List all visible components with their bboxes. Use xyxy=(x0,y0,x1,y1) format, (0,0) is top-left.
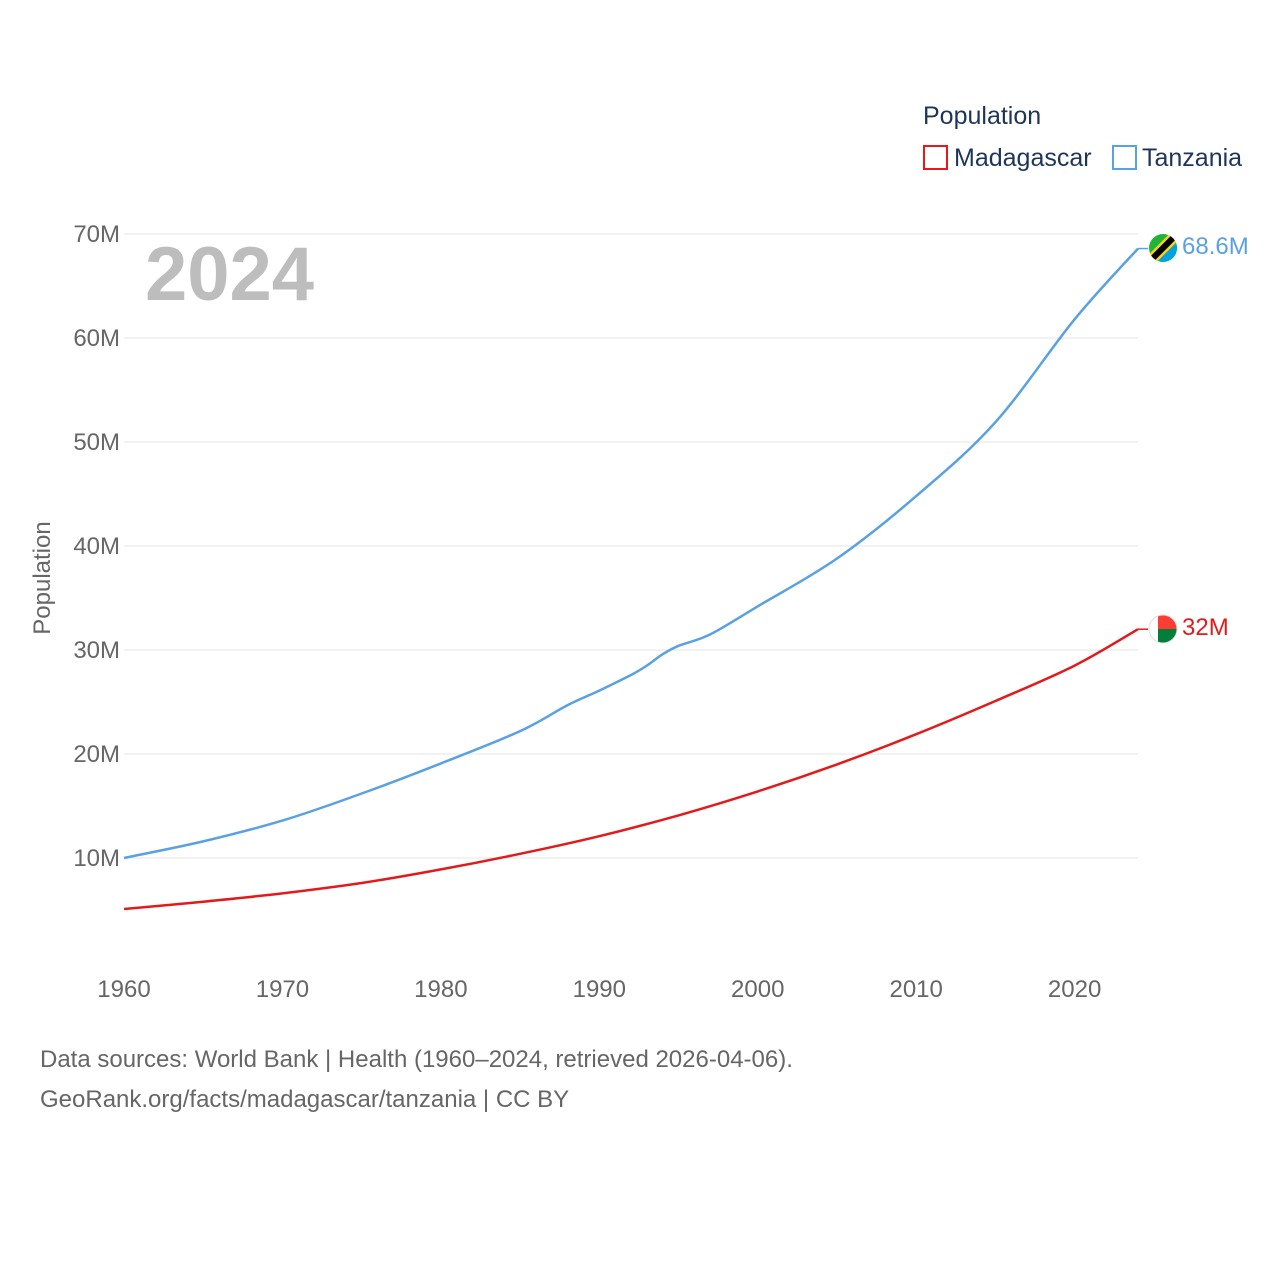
legend-item-madagascar[interactable]: Madagascar xyxy=(923,144,1092,172)
series-line-madagascar[interactable] xyxy=(123,628,1139,911)
grid-lines xyxy=(124,233,1138,859)
y-axis-ticks: 10M 20M 30M 40M 50M 60M 70M xyxy=(73,221,120,872)
legend-swatch-madagascar xyxy=(923,145,948,170)
legend-label-tanzania: Tanzania xyxy=(1142,144,1242,172)
tanzania-flag-icon xyxy=(1149,234,1177,262)
legend-swatch-tanzania xyxy=(1112,145,1137,170)
x-tick-label: 2010 xyxy=(889,976,942,1003)
y-tick-label: 40M xyxy=(73,533,120,560)
y-tick-label: 50M xyxy=(73,429,120,456)
series-line-tanzania[interactable] xyxy=(123,247,1139,860)
y-tick-label: 20M xyxy=(73,741,120,768)
end-label-tanzania: 68.6M xyxy=(1182,233,1249,260)
source-note: Data sources: World Bank | Health (1960–… xyxy=(40,1040,793,1120)
madagascar-flag-outline xyxy=(1148,614,1178,644)
x-tick-label: 2000 xyxy=(731,976,784,1003)
x-tick-label: 1970 xyxy=(256,976,309,1003)
x-tick-label: 1990 xyxy=(573,976,626,1003)
y-tick-label: 10M xyxy=(73,845,120,872)
source-line-1: Data sources: World Bank | Health (1960–… xyxy=(40,1046,793,1073)
x-tick-label: 1960 xyxy=(97,976,150,1003)
series-lines xyxy=(123,247,1148,911)
legend-label-madagascar: Madagascar xyxy=(954,144,1092,172)
source-line-2[interactable]: GeoRank.org/facts/madagascar/tanzania | … xyxy=(40,1086,570,1113)
end-label-madagascar: 32M xyxy=(1182,614,1229,641)
legend-title: Population xyxy=(923,102,1041,130)
y-tick-label: 60M xyxy=(73,325,120,352)
current-year-watermark: 2024 xyxy=(145,232,314,317)
legend-item-tanzania[interactable]: Tanzania xyxy=(1112,144,1242,172)
x-axis-ticks: 1960 1970 1980 1990 2000 2010 2020 xyxy=(97,976,1101,1003)
y-tick-label: 70M xyxy=(73,221,120,248)
y-tick-label: 30M xyxy=(73,637,120,664)
y-axis-title: Population xyxy=(29,521,56,634)
x-tick-label: 1980 xyxy=(414,976,467,1003)
legend: Population Madagascar Tanzania xyxy=(923,102,1242,172)
x-tick-label: 2020 xyxy=(1048,976,1101,1003)
